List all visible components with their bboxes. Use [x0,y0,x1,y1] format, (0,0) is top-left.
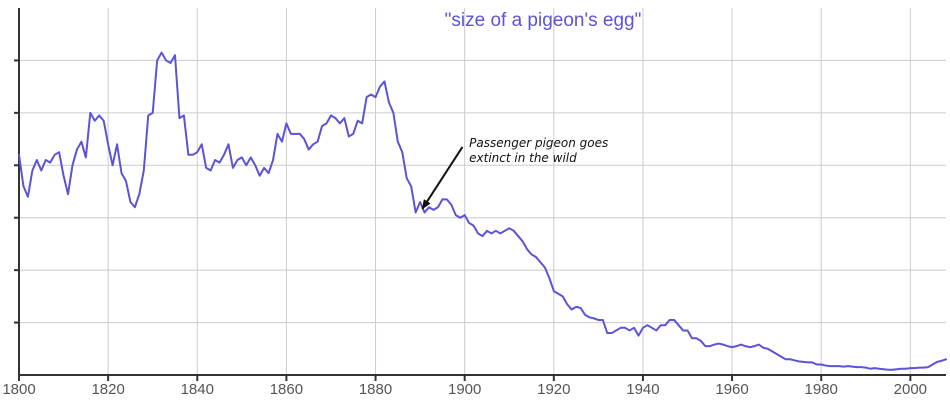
x-tick-label: 2000 [894,381,927,398]
x-tick-label: 1880 [359,381,392,398]
chart-title: "size of a pigeon's egg" [445,10,642,31]
x-tick-label: 1900 [448,381,481,398]
grid [19,8,946,375]
x-tick-label: 1980 [805,381,838,398]
x-tick-label: 1820 [91,381,124,398]
axes: 1800 1820 1840 1860 1880 1900 1920 1940 1960 1980… [2,8,946,398]
annotation-text: Passenger pigeon goes [469,136,608,150]
series-layer [18,51,947,371]
x-tick-label: 1940 [626,381,659,398]
x-tick-label: 1800 [2,381,35,398]
x-tick-label: 1860 [270,381,303,398]
annotation-arrow [421,146,464,210]
x-tick-label: 1960 [715,381,748,398]
x-tick-label: 1840 [181,381,214,398]
series-line [18,51,947,371]
x-tick-label: 1920 [537,381,570,398]
annotation-text: extinct in the wild [469,151,577,165]
